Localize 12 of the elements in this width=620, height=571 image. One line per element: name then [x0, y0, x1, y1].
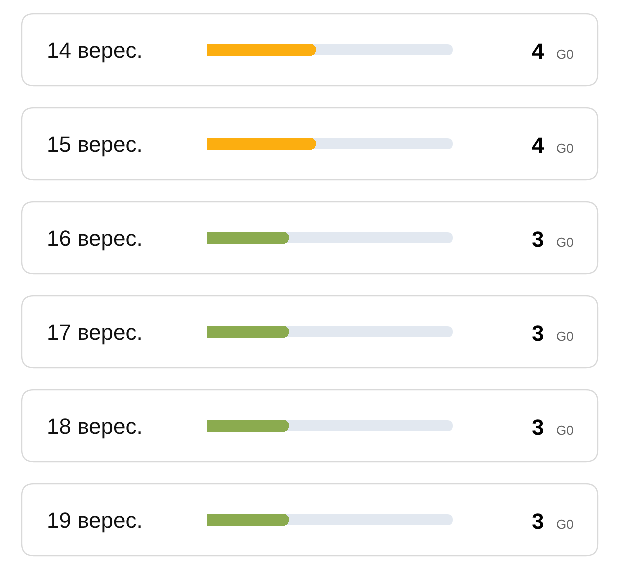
data-label: 3 G0 [532, 509, 574, 534]
data-label: 4 G0 [532, 133, 574, 158]
y-tick-label: 18 верес. [47, 414, 143, 439]
y-tick-label: 14 верес. [47, 38, 143, 63]
data-label: 3 G0 [532, 227, 574, 252]
y-tick-label: 15 верес. [47, 132, 143, 157]
y-tick-label: 17 верес. [47, 320, 143, 345]
y-tick-label: 19 верес. [47, 508, 143, 533]
y-tick-label: 16 верес. [47, 226, 143, 251]
data-label: 3 G0 [532, 321, 574, 346]
data-label: 3 G0 [532, 415, 574, 440]
data-label: 4 G0 [532, 39, 574, 64]
